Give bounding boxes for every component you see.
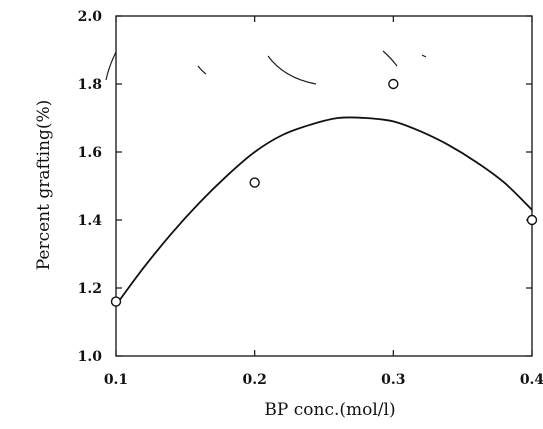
y-tick-label: 1.2	[78, 281, 102, 297]
data-point	[526, 214, 538, 226]
scan-artifact-mark	[105, 51, 117, 81]
x-tick-label: 0.1	[104, 372, 128, 388]
x-axis: 0.1 0.2 0.3 0.4	[104, 16, 543, 388]
y-axis-label: Percent grafting(%)	[34, 100, 54, 271]
fit-curve	[115, 116, 533, 306]
x-axis-label: BP conc.(mol/l)	[264, 400, 395, 420]
y-tick-label: 1.0	[78, 349, 103, 365]
data-points	[110, 78, 538, 307]
y-tick-label: 1.8	[78, 77, 102, 93]
y-tick-label: 2.0	[78, 9, 103, 25]
x-tick-label: 0.2	[242, 372, 266, 388]
x-tick-label: 0.3	[381, 372, 405, 388]
data-point	[388, 78, 399, 90]
data-point	[110, 296, 122, 307]
y-tick-label: 1.4	[78, 213, 103, 229]
data-point	[249, 177, 260, 188]
y-axis: 1.0 1.2 1.4 1.6 1.8 2.0	[78, 9, 532, 365]
x-tick-label: 0.4	[520, 372, 543, 388]
plot-frame	[115, 15, 533, 357]
scan-artifact-mark	[382, 50, 398, 67]
scan-artifacts	[105, 50, 427, 85]
scan-artifact-mark	[197, 65, 207, 75]
scan-artifact-mark	[421, 54, 427, 58]
y-tick-label: 1.6	[78, 145, 102, 161]
scan-artifact-mark	[267, 55, 317, 85]
